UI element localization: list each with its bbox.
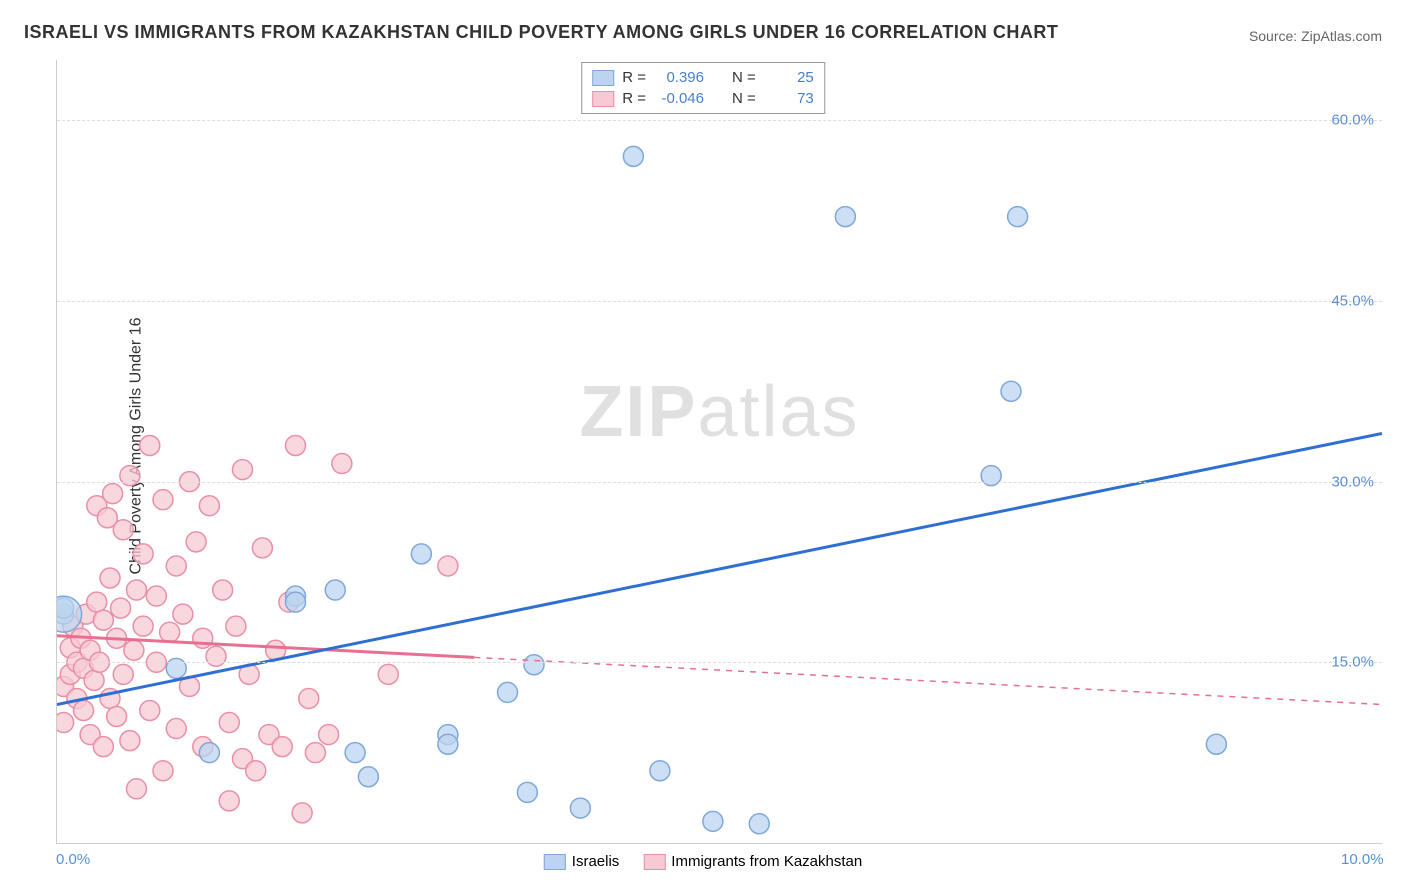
gridline [57, 662, 1382, 663]
swatch-series-1 [592, 91, 614, 107]
r-value-1: -0.046 [654, 90, 704, 107]
plot-area: ZIPatlas 15.0%30.0%45.0%60.0% [56, 60, 1382, 844]
stats-row-series-1: R = -0.046 N = 73 [592, 88, 814, 109]
y-tick-label: 45.0% [1331, 292, 1374, 309]
n-label-0: N = [732, 69, 756, 86]
x-tick-label: 10.0% [1341, 851, 1384, 868]
legend-item-series-0: Israelis [544, 853, 620, 870]
legend-item-series-1: Immigrants from Kazakhstan [643, 853, 862, 870]
r-value-0: 0.396 [654, 69, 704, 86]
chart-title: ISRAELI VS IMMIGRANTS FROM KAZAKHSTAN CH… [24, 22, 1058, 43]
gridline [57, 482, 1382, 483]
stats-row-series-0: R = 0.396 N = 25 [592, 67, 814, 88]
legend-label-1: Immigrants from Kazakhstan [671, 853, 862, 870]
n-value-0: 25 [764, 69, 814, 86]
legend-swatch-0 [544, 854, 566, 870]
r-label-1: R = [622, 90, 646, 107]
y-tick-label: 30.0% [1331, 473, 1374, 490]
source-label: Source: ZipAtlas.com [1249, 28, 1382, 44]
n-label-1: N = [732, 90, 756, 107]
stats-box: R = 0.396 N = 25 R = -0.046 N = 73 [581, 62, 825, 114]
legend-swatch-1 [643, 854, 665, 870]
gridline [57, 120, 1382, 121]
legend: Israelis Immigrants from Kazakhstan [544, 853, 862, 870]
swatch-series-0 [592, 70, 614, 86]
n-value-1: 73 [764, 90, 814, 107]
y-tick-label: 15.0% [1331, 654, 1374, 671]
gridline [57, 301, 1382, 302]
x-tick-label: 0.0% [56, 851, 90, 868]
chart-svg [57, 60, 1382, 843]
legend-label-0: Israelis [572, 853, 620, 870]
y-tick-label: 60.0% [1331, 112, 1374, 129]
r-label-0: R = [622, 69, 646, 86]
